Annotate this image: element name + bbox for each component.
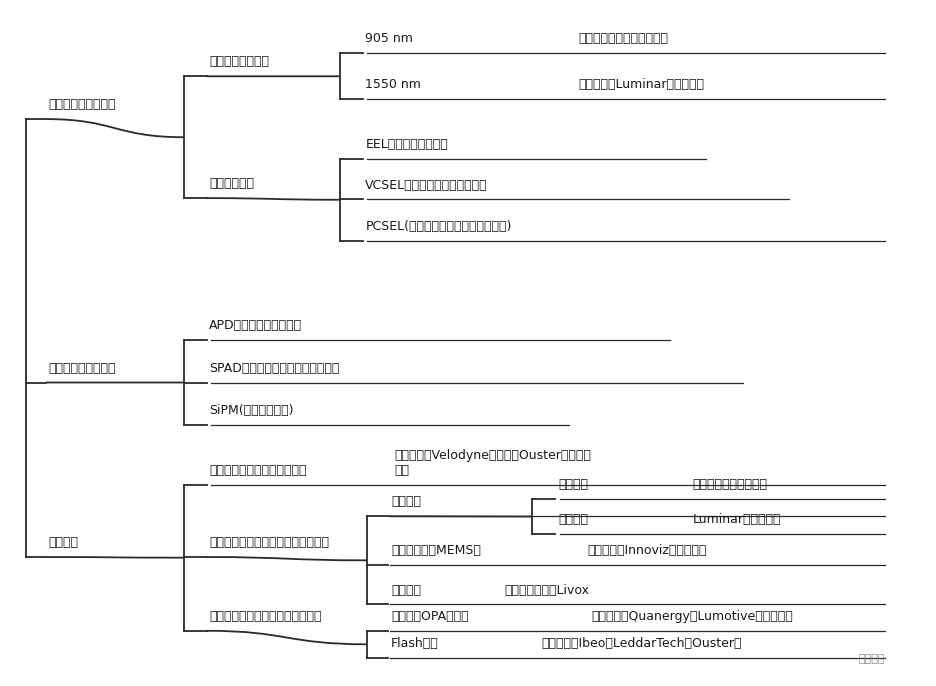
- Text: SPAD（单光子光电探测雪崩二极）: SPAD（单光子光电探测雪崩二极）: [210, 362, 340, 375]
- Text: Luminar、图达通等: Luminar、图达通等: [693, 513, 782, 526]
- Text: 接收模块（探测器）: 接收模块（探测器）: [48, 362, 115, 375]
- Text: 机械式激光雷达（整体旋转）: 机械式激光雷达（整体旋转）: [210, 464, 307, 477]
- Text: EEL（边发射激光器）: EEL（边发射激光器）: [365, 138, 448, 151]
- Text: 二维转镜: 二维转镜: [558, 513, 588, 526]
- Text: VCSEL（垂直腔面发射激光器）: VCSEL（垂直腔面发射激光器）: [365, 178, 488, 191]
- Text: 九章智驾: 九章智驾: [859, 654, 885, 664]
- Text: APD（雪崩光电二极管）: APD（雪崩光电二极管）: [210, 319, 302, 332]
- Text: 固态激光雷达（无机械运动部件）: 固态激光雷达（无机械运动部件）: [210, 610, 322, 623]
- Text: 法雷奥、华为、禾赛等: 法雷奥、华为、禾赛等: [693, 478, 768, 491]
- Text: 相控阵（OPA）方案: 相控阵（OPA）方案: [391, 610, 469, 623]
- Text: 代表公司：Innoviz、速腾聚创: 代表公司：Innoviz、速腾聚创: [587, 544, 707, 557]
- Text: SiPM(硅光电倍增管): SiPM(硅光电倍增管): [210, 405, 294, 417]
- Text: 905 nm: 905 nm: [365, 32, 413, 45]
- Text: 发射模块（激光器）: 发射模块（激光器）: [48, 98, 115, 111]
- Text: 转镜方案: 转镜方案: [391, 495, 421, 508]
- Text: 混合固态激光雷达（收发模块固定）: 混合固态激光雷达（收发模块固定）: [210, 536, 329, 549]
- Text: PCSEL(光子晶体结构表面发射激光器): PCSEL(光子晶体结构表面发射激光器): [365, 220, 512, 233]
- Text: 代表公司：Velodyne、禾赛、Ouster、速腾聚
创等: 代表公司：Velodyne、禾赛、Ouster、速腾聚 创等: [395, 449, 592, 477]
- Text: 微振镜方案（MEMS）: 微振镜方案（MEMS）: [391, 544, 481, 557]
- Text: 代表公司：大疇Livox: 代表公司：大疇Livox: [505, 584, 590, 597]
- Text: 扫描模块: 扫描模块: [48, 536, 78, 549]
- Text: 1550 nm: 1550 nm: [365, 78, 421, 91]
- Text: 按激光器波长划分: 按激光器波长划分: [210, 56, 270, 69]
- Text: 一维转镜: 一维转镜: [558, 478, 588, 491]
- Text: 代表公司：Quanergy、Lumotive、洛微科技: 代表公司：Quanergy、Lumotive、洛微科技: [592, 610, 794, 623]
- Text: 代表公司：Luminar、图达通等: 代表公司：Luminar、图达通等: [578, 78, 704, 91]
- Text: Flash方案: Flash方案: [391, 637, 439, 650]
- Text: 代表公司：Ibeo、LeddarTech、Ouster等: 代表公司：Ibeo、LeddarTech、Ouster等: [541, 637, 742, 650]
- Text: 棱镜方案: 棱镜方案: [391, 584, 421, 597]
- Text: 按集成度划分: 按集成度划分: [210, 177, 255, 190]
- Text: 主流方向，大多数厂商采用: 主流方向，大多数厂商采用: [578, 32, 668, 45]
